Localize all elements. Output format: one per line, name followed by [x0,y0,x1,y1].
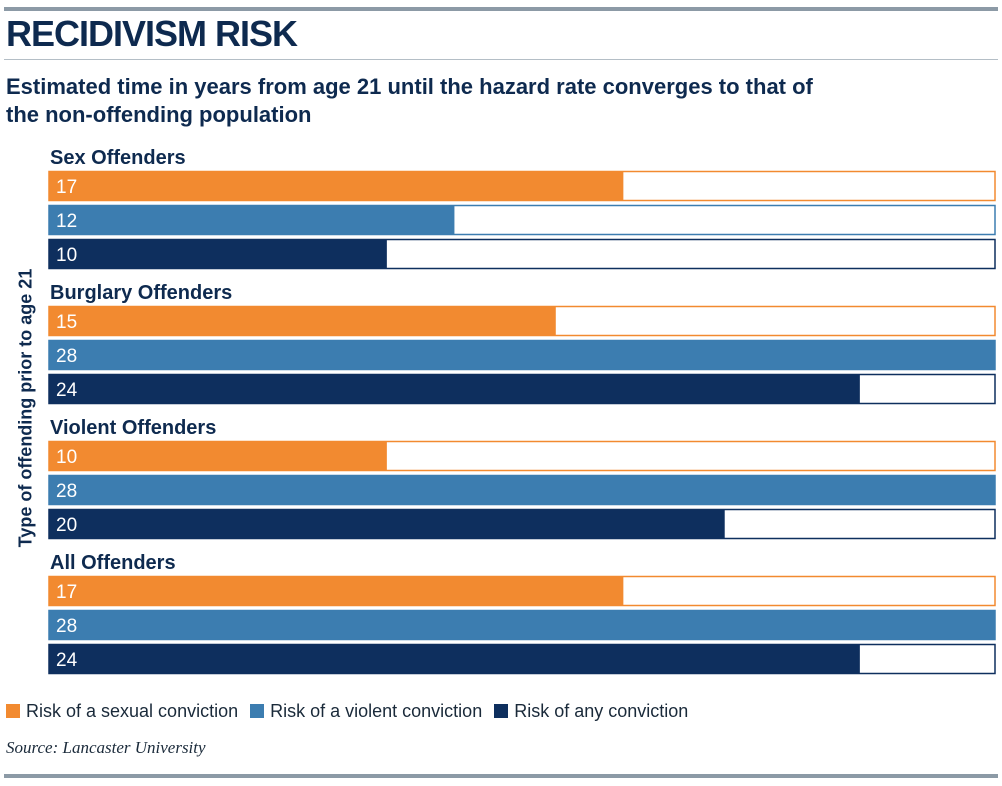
bar-label-burglary-offenders-violent: 28 [56,346,77,367]
group-label-violent-offenders: Violent Offenders [50,417,216,439]
legend-label-violent: Risk of a violent conviction [270,700,483,721]
chart-title: RECIDIVISM RISK [6,13,298,54]
bar-burglary-offenders-violent [49,340,995,370]
legend-label-any: Risk of any conviction [514,700,689,721]
group-label-burglary-offenders: Burglary Offenders [50,282,232,304]
bar-violent-offenders-violent [49,475,995,505]
bar-label-sex-offenders-sexual: 17 [56,177,77,198]
title-rule [4,59,998,60]
group-label-sex-offenders: Sex Offenders [50,147,186,169]
legend-swatch-sexual [6,704,20,718]
bottom-rule [4,774,998,778]
legend-item-violent: Risk of a violent conviction [250,701,482,722]
bar-burglary-offenders-sexual [49,306,556,336]
bar-violent-offenders-any [49,509,725,539]
chart-subtitle: Estimated time in years from age 21 unti… [6,74,813,127]
bar-label-violent-offenders-sexual: 10 [56,447,77,468]
legend-swatch-violent [250,704,265,718]
legend-swatch-any [494,704,509,718]
bar-label-violent-offenders-any: 20 [56,515,77,536]
bar-label-all-offenders-violent: 28 [56,616,77,637]
group-label-all-offenders: All Offenders [50,552,176,574]
bar-chart: Sex Offenders 17 12 10 Burglary Offenders 15 2… [48,147,996,675]
bar-all-offenders-sexual [49,576,624,606]
bar-label-burglary-offenders-any: 24 [56,380,78,401]
top-rule [4,7,998,11]
bar-label-sex-offenders-any: 10 [56,245,77,266]
bar-all-offenders-violent [49,610,995,640]
legend-label-sexual: Risk of a sexual conviction [26,700,239,721]
bar-label-sex-offenders-violent: 12 [56,211,77,232]
bar-all-offenders-any [49,644,860,674]
legend: Risk of a sexual conviction Risk of a vi… [6,699,700,723]
bar-label-all-offenders-any: 24 [56,650,78,671]
bar-label-burglary-offenders-sexual: 15 [56,312,77,333]
bar-sex-offenders-any [49,239,387,269]
legend-item-sexual: Risk of a sexual conviction [6,701,238,722]
legend-item-any: Risk of any conviction [494,701,688,722]
y-axis-label: Type of offending prior to age 21 [15,268,36,548]
bar-label-all-offenders-sexual: 17 [56,582,77,603]
bar-label-violent-offenders-violent: 28 [56,481,77,502]
bar-violent-offenders-sexual [49,441,387,471]
source-note: Source: Lancaster University [6,738,206,757]
bar-sex-offenders-sexual [49,171,624,201]
bar-sex-offenders-violent [49,205,455,235]
bar-burglary-offenders-any [49,374,860,404]
